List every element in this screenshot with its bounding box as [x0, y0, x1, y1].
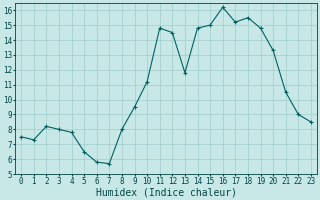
X-axis label: Humidex (Indice chaleur): Humidex (Indice chaleur): [95, 187, 236, 197]
